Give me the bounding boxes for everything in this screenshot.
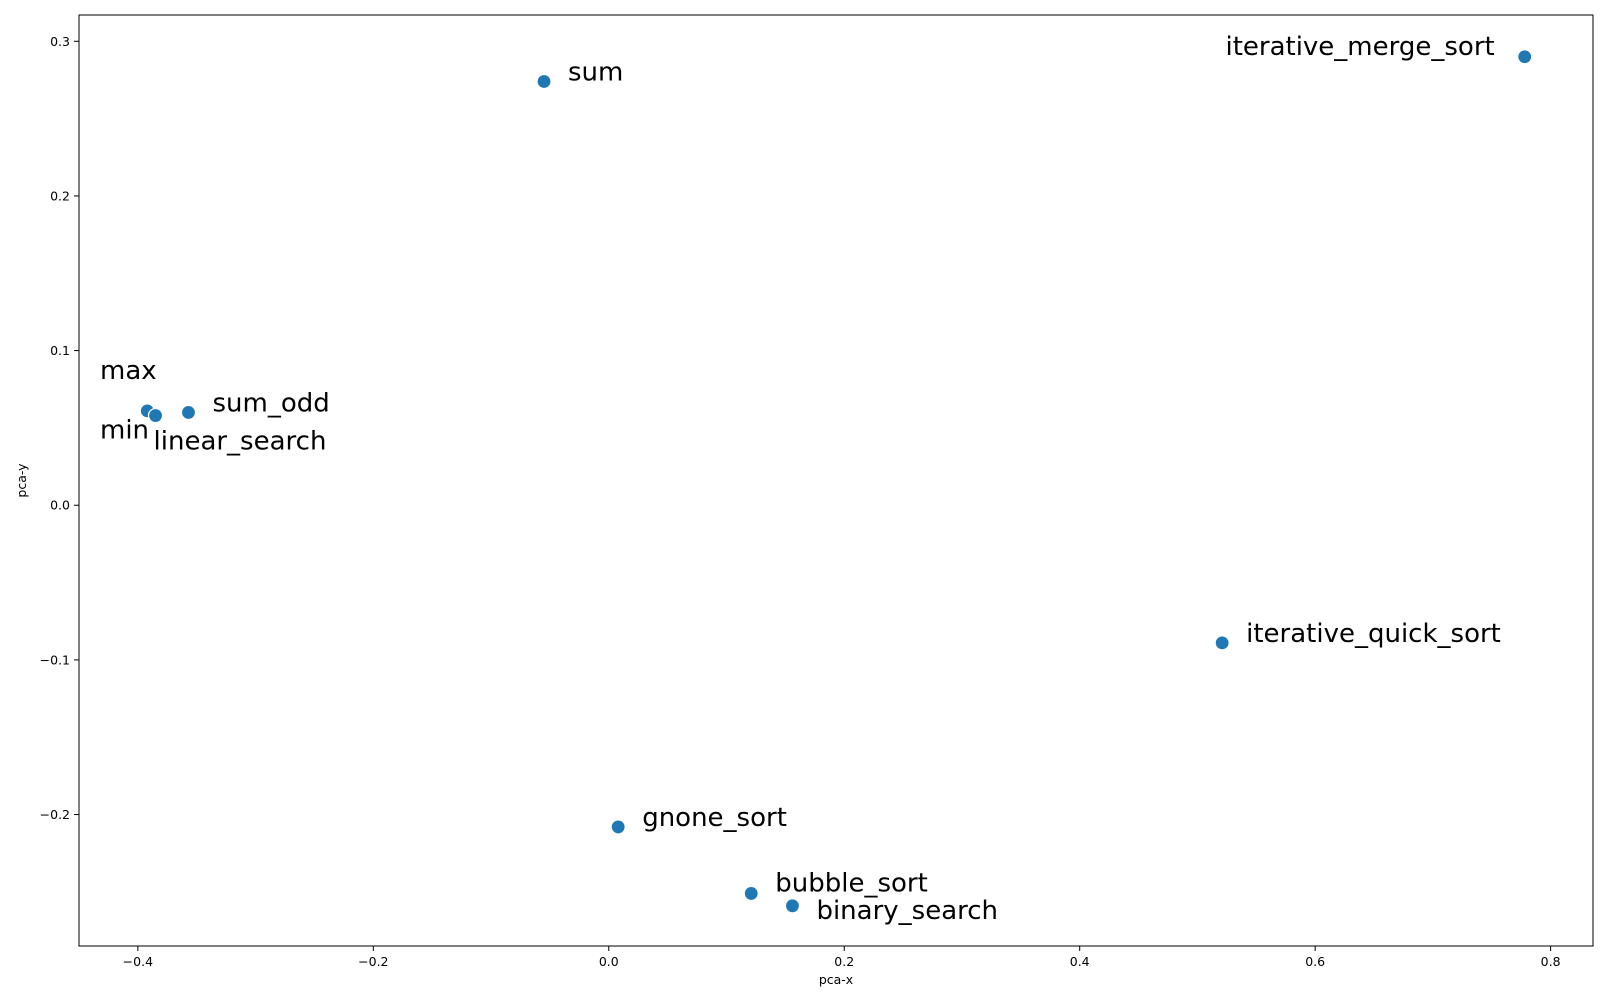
data-point — [1517, 49, 1533, 65]
data-point — [180, 404, 197, 421]
plot-frame — [78, 14, 1594, 947]
data-label: sum_odd — [212, 388, 329, 418]
y-tick-label: 0.1 — [50, 343, 70, 358]
x-tick-label: 0.2 — [834, 954, 854, 969]
data-label: bubble_sort — [775, 868, 928, 898]
data-point — [610, 819, 626, 835]
data-label: min — [100, 416, 149, 446]
y-axis-label: pca-y — [14, 463, 29, 498]
y-tick-label: 0.0 — [50, 498, 70, 513]
x-tick-label: 0.8 — [1541, 954, 1561, 969]
data-label: iterative_quick_sort — [1246, 619, 1501, 649]
data-label: max — [100, 356, 157, 386]
data-point — [743, 885, 759, 902]
data-label: binary_search — [816, 896, 998, 926]
x-tick-label: 0.0 — [599, 954, 619, 969]
data-point — [784, 898, 801, 914]
data-label: iterative_merge_sort — [1225, 32, 1494, 62]
x-tick-label: 0.6 — [1305, 954, 1325, 969]
y-tick-label: −0.2 — [40, 807, 70, 822]
data-label: sum — [568, 58, 623, 88]
data-point — [1214, 635, 1230, 651]
y-tick-label: −0.1 — [40, 652, 70, 667]
y-tick-label: 0.3 — [50, 34, 70, 49]
x-tick-label: −0.4 — [123, 954, 153, 969]
data-label: linear_search — [154, 427, 327, 457]
x-tick-label: −0.2 — [358, 954, 388, 969]
data-label: gnone_sort — [642, 803, 787, 833]
y-tick-label: 0.2 — [50, 188, 70, 203]
x-axis-label: pca-x — [819, 972, 853, 987]
x-tick-label: 0.4 — [1070, 954, 1090, 969]
data-point — [536, 73, 552, 90]
data-point — [147, 407, 164, 424]
